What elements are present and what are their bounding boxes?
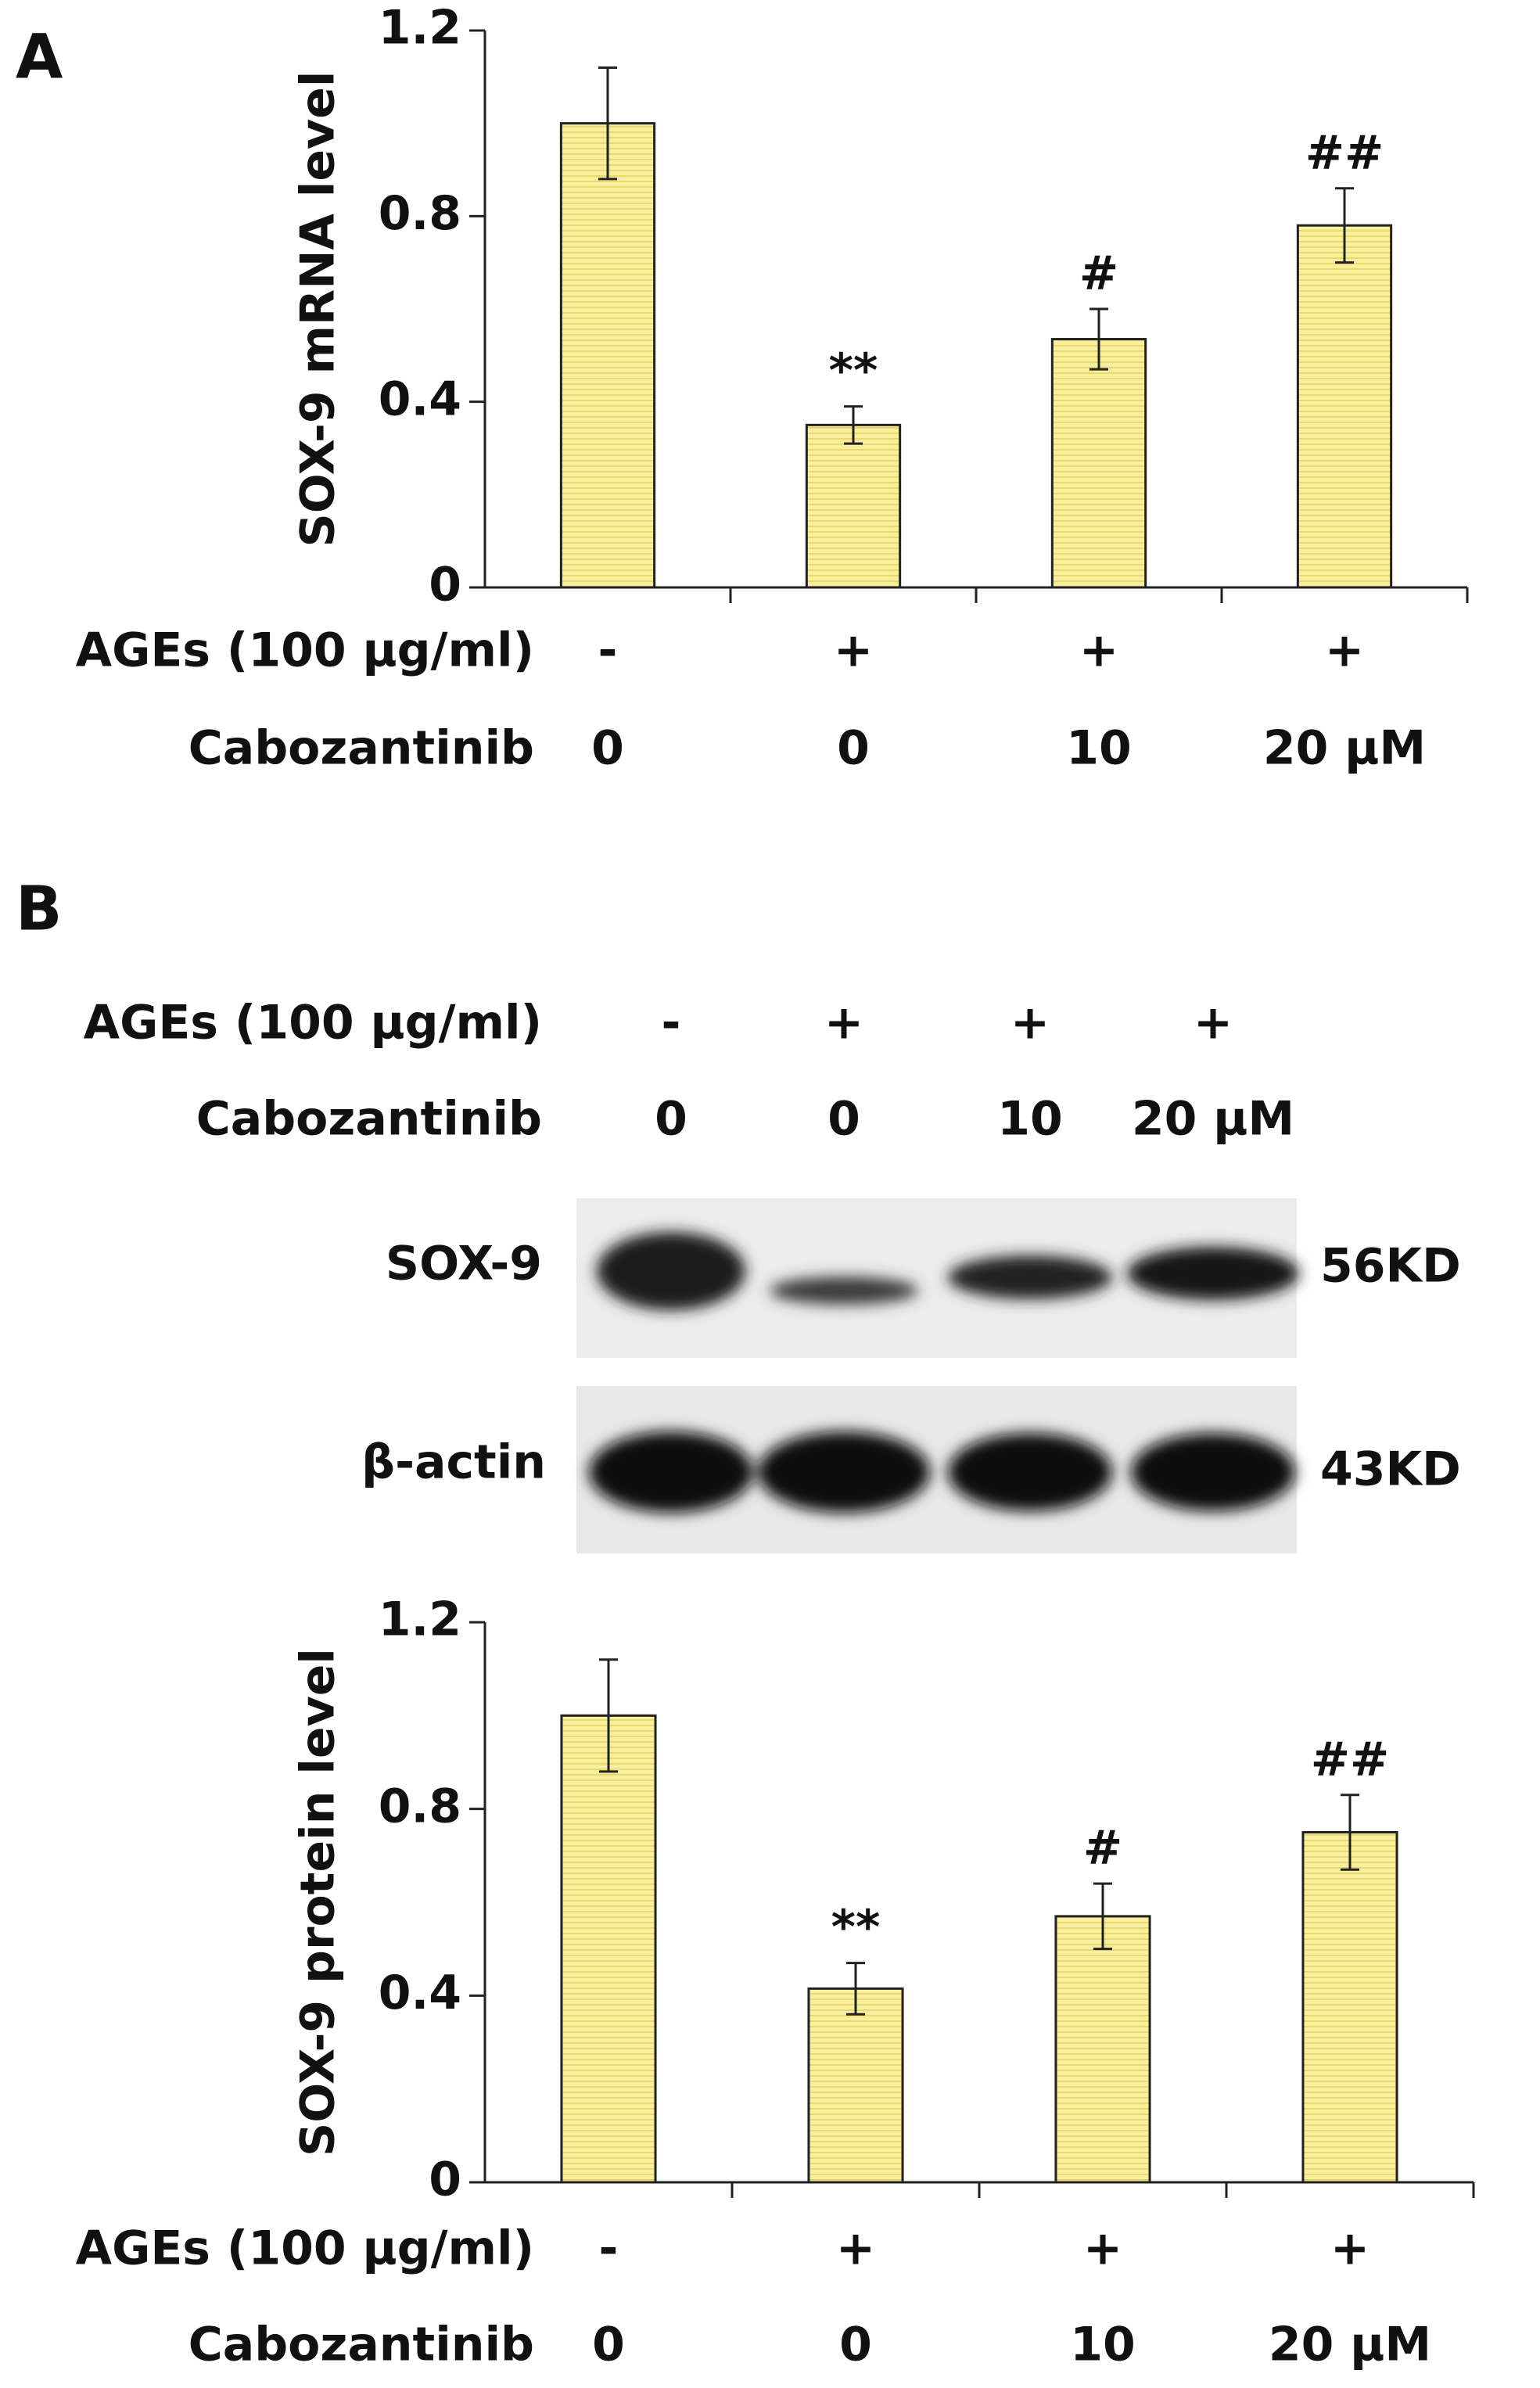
condition-value: 0	[827, 1092, 860, 1147]
condition-value: 20 µM	[1263, 721, 1426, 776]
condition-label: AGEs (100 µg/ml)	[76, 623, 534, 678]
blot-band	[948, 1433, 1112, 1511]
condition-value: -	[598, 623, 618, 678]
condition-label: AGEs (100 µg/ml)	[84, 996, 542, 1050]
y-axis-label: SOX-9 protein level	[291, 1648, 346, 2156]
condition-value: 0	[655, 1092, 687, 1147]
condition-value: -	[599, 2221, 619, 2276]
blot-band	[948, 1255, 1112, 1299]
y-tick-label: 1.2	[379, 1, 461, 56]
bar	[805, 423, 902, 589]
y-tick-label: 0.8	[379, 1779, 461, 1833]
condition-value: +	[1194, 996, 1233, 1050]
condition-value: 0	[592, 2318, 625, 2372]
bar	[559, 122, 656, 589]
condition-label: AGEs (100 µg/ml)	[76, 2221, 534, 2276]
condition-value: 0	[839, 2318, 872, 2372]
western-blot: SOX-9 56KD β-actin 43KD	[361, 1198, 1461, 1553]
bar	[1296, 224, 1393, 589]
blot-band	[758, 1431, 930, 1513]
blot-band	[589, 1431, 753, 1513]
condition-label: Cabozantinib	[188, 721, 534, 776]
y-tick-label: 0.4	[379, 372, 461, 426]
blot-size-label: 56KD	[1320, 1239, 1461, 1294]
condition-value: 0	[591, 721, 624, 776]
blot-band	[770, 1277, 918, 1305]
y-tick-label: 0.8	[379, 186, 461, 241]
condition-value: 10	[1070, 2318, 1136, 2372]
condition-label: Cabozantinib	[188, 2318, 534, 2372]
significance-label: ##	[1305, 125, 1384, 180]
condition-value: +	[1011, 996, 1050, 1050]
condition-value: 0	[837, 721, 870, 776]
condition-value: 10	[1066, 721, 1132, 776]
bar	[807, 1987, 904, 2184]
condition-value: 20 µM	[1269, 2318, 1431, 2372]
condition-value: 20 µM	[1132, 1092, 1294, 1147]
condition-value: +	[1330, 2221, 1369, 2276]
y-tick-label: 0	[429, 558, 461, 612]
blot-band	[597, 1232, 745, 1310]
blot-band	[1131, 1433, 1295, 1511]
condition-value: 10	[997, 1092, 1063, 1147]
bar	[1054, 1915, 1151, 2184]
y-tick-label: 1.2	[379, 1593, 461, 1647]
bar	[1301, 1831, 1398, 2184]
significance-label: ##	[1311, 1732, 1390, 1787]
condition-value: +	[1079, 623, 1118, 678]
significance-label: #	[1083, 1821, 1122, 1876]
y-axis-label: SOX-9 mRNA level	[291, 71, 346, 548]
significance-label: **	[829, 343, 878, 398]
y-tick-label: 0.4	[379, 1966, 461, 2020]
condition-value: +	[824, 996, 863, 1050]
condition-label: Cabozantinib	[196, 1092, 542, 1147]
blot-row-label: β-actin	[361, 1435, 546, 1490]
condition-value: +	[1083, 2221, 1122, 2276]
bar	[1050, 338, 1147, 589]
condition-value: +	[834, 623, 873, 678]
blot-band	[1127, 1247, 1299, 1300]
condition-value: +	[836, 2221, 875, 2276]
condition-value: +	[1325, 623, 1364, 678]
significance-label: **	[831, 1900, 881, 1955]
significance-label: #	[1079, 246, 1118, 301]
condition-value: -	[662, 996, 681, 1050]
y-tick-label: 0	[429, 2153, 461, 2207]
panel-label: A	[16, 22, 63, 92]
blot-row-label: SOX-9	[386, 1237, 542, 1291]
panel-label: B	[16, 874, 62, 944]
bar	[560, 1714, 657, 2184]
blot-size-label: 43KD	[1320, 1442, 1461, 1497]
